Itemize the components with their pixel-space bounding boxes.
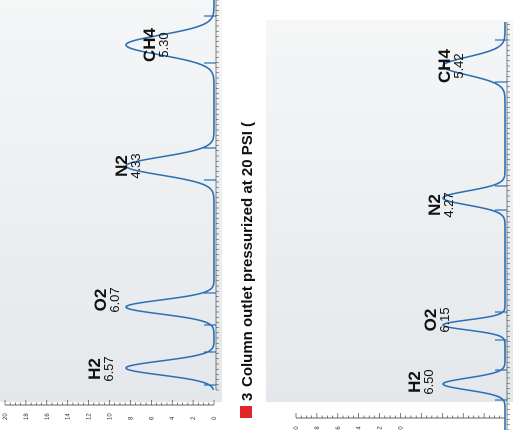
signal-tick-label: 8 [128,416,134,420]
peak-label-h2: H26.50 [405,369,436,394]
signal-tick-label: 12 [378,426,384,430]
peak-retention-time: 4.27 [441,192,456,217]
peak-retention-time: 6.07 [107,287,122,312]
signal-tick-label: 0 [212,416,218,420]
signal-tick-label: 2 [191,416,197,420]
peak-retention-time: 5.42 [451,53,466,78]
peak-label-n2: N24.27 [425,192,456,217]
panel-2-trace [442,22,506,430]
peak-retention-time: 6.57 [101,356,116,381]
peak-retention-time: 6.15 [437,307,452,332]
peak-name: CH4 [140,27,159,62]
section-heading: 3 Column outlet pressurized at 20 PSI ( [239,122,256,418]
signal-tick-label: 20 [294,426,300,430]
peak-label-n2: N24.33 [112,153,143,178]
peak-name: CH4 [435,48,454,83]
signal-tick-label: 12 [87,413,93,420]
signal-tick-label: 14 [66,413,72,420]
chromatogram-panel-1: 0 2 4 6 8 10 12 14 16 18 20 H26.57 O26.07 N24.33 CH45… [0,0,222,420]
section-marker-square [240,406,252,418]
peak-name: N2 [425,194,444,216]
peak-label-o2: O26.15 [421,307,452,332]
section-number: 3 [239,393,256,401]
peak-name: H2 [405,371,424,393]
peak-name: O2 [91,289,110,312]
signal-tick-label: 4 [170,416,176,420]
panel-1-trace [125,0,215,391]
section-title: Column outlet pressurized at 20 PSI ( [239,122,256,387]
peak-retention-time: 4.33 [128,153,143,178]
signal-tick-label: 14 [357,426,363,430]
signal-tick-label: 16 [45,413,51,420]
peak-label-o2: O26.07 [91,287,122,312]
signal-tick-label: 18 [24,413,30,420]
peak-retention-time: 6.50 [421,369,436,394]
peak-name: H2 [85,358,104,380]
signal-tick-label: 18 [315,426,321,430]
panel-1-axis: 0 2 4 6 8 10 12 14 16 18 20 [3,0,219,420]
peak-retention-time: 5.30 [156,32,171,57]
panel-1-background [0,0,222,402]
signal-tick-label: 10 [108,413,114,420]
peak-label-h2: H26.57 [85,356,116,381]
panel-2-background [266,20,513,402]
peak-name: O2 [421,309,440,332]
signal-tick-label: 6 [149,416,155,420]
signal-tick-label: 16 [336,426,342,430]
peak-name: N2 [112,155,131,177]
signal-tick-label: 20 [3,413,9,420]
signal-tick-label: 10 [399,426,405,430]
